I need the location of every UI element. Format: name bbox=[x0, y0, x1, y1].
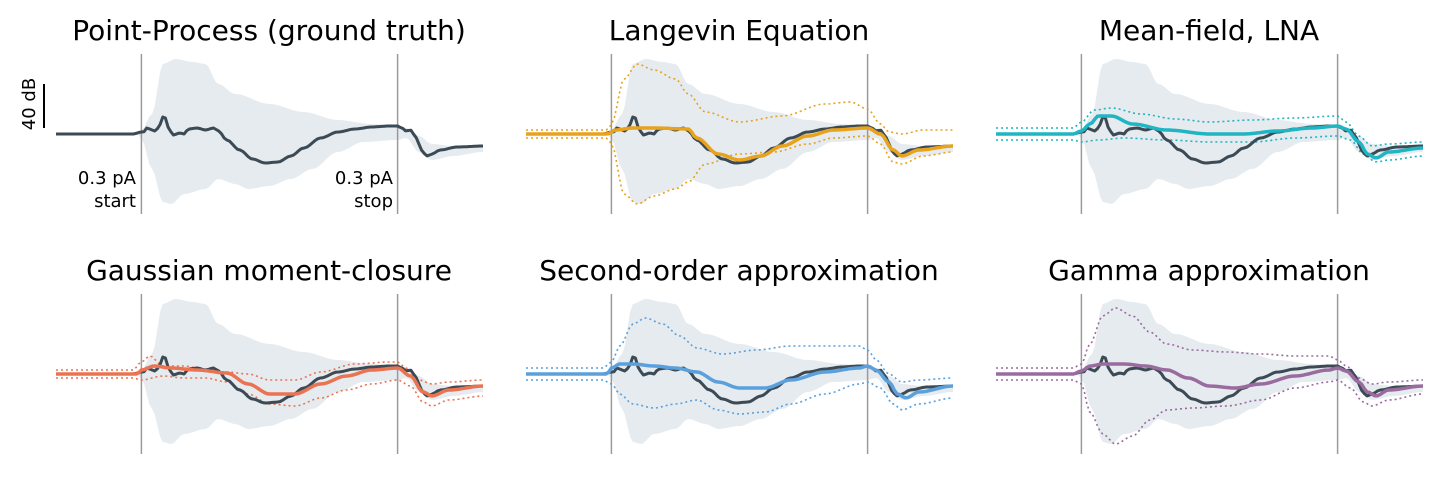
stop-annotation-line1: 0.3 pA bbox=[335, 168, 394, 189]
approx-upper-bound-3 bbox=[996, 107, 1423, 147]
panel-title-4: Gaussian moment-closure bbox=[86, 254, 452, 287]
panel-title-1: Point-Process (ground truth) bbox=[72, 14, 466, 47]
panel-title-5: Second-order approximation bbox=[539, 254, 939, 287]
variance-band-6 bbox=[996, 299, 1423, 444]
approx-lower-bound-2 bbox=[526, 135, 954, 205]
approx-mean-line-3 bbox=[996, 114, 1424, 160]
variance-band-3 bbox=[996, 59, 1423, 204]
variance-band-1 bbox=[56, 59, 483, 204]
approx-upper-bound-5 bbox=[526, 317, 953, 383]
approx-lower-bound-6 bbox=[996, 379, 1424, 445]
scale-bar-label: 40 dB bbox=[19, 78, 40, 130]
approx-mean-line-6 bbox=[996, 362, 1424, 398]
start-annotation-line2: start bbox=[94, 191, 136, 212]
panel-title-6: Gamma approximation bbox=[1048, 254, 1370, 287]
stop-annotation-line2: stop bbox=[354, 191, 393, 212]
ground-truth-line-1 bbox=[56, 115, 483, 165]
panel-title-2: Langevin Equation bbox=[609, 14, 870, 47]
approx-mean-line-2 bbox=[526, 126, 954, 162]
variance-band-5 bbox=[526, 299, 953, 444]
approx-mean-line-4 bbox=[56, 364, 484, 398]
start-annotation-line1: 0.3 pA bbox=[78, 168, 137, 189]
variance-band-4 bbox=[56, 299, 483, 444]
variance-band-2 bbox=[526, 59, 953, 204]
approx-mean-line-5 bbox=[526, 362, 954, 400]
panel-title-3: Mean-field, LNA bbox=[1099, 14, 1319, 47]
approx-lower-bound-3 bbox=[996, 135, 1424, 163]
approx-upper-bound-2 bbox=[526, 63, 953, 135]
approx-lower-bound-5 bbox=[526, 379, 954, 415]
approx-upper-bound-4 bbox=[56, 355, 483, 385]
